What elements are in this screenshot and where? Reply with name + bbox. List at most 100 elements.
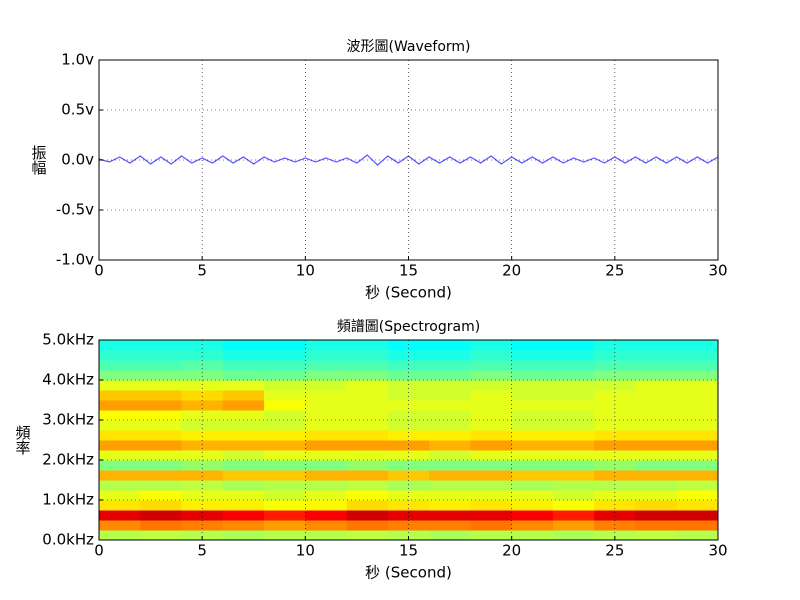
heatmap-cell: [264, 470, 306, 481]
heatmap-cell: [346, 480, 389, 491]
heatmap-cell: [552, 390, 595, 401]
heatmap-cell: [387, 430, 430, 441]
heatmap-cell: [429, 470, 471, 481]
heatmap-cell: [264, 360, 306, 371]
heatmap-cell: [346, 350, 389, 361]
heatmap-cell: [387, 350, 430, 361]
heatmap-cell: [594, 360, 636, 371]
heatmap-cell: [470, 520, 513, 531]
x-tick-label: 20: [502, 262, 521, 280]
heatmap-cell: [511, 370, 554, 381]
heatmap-cell: [181, 390, 224, 401]
heatmap-cell: [470, 370, 513, 381]
heatmap-cell: [264, 370, 306, 381]
y-tick-label: 5.0kHz: [42, 331, 94, 349]
heatmap-cell: [511, 410, 554, 421]
heatmap-cell: [305, 530, 348, 541]
heatmap-cell: [594, 470, 636, 481]
heatmap-cell: [552, 370, 595, 381]
heatmap-cell: [387, 450, 430, 461]
heatmap-cell: [429, 370, 471, 381]
heatmap-cell: [676, 370, 719, 381]
x-tick-label: 10: [296, 542, 315, 560]
y-tick-label: 1.0kHz: [42, 491, 94, 509]
heatmap-cell: [511, 460, 554, 471]
heatmap-cell: [552, 430, 595, 441]
heatmap-cell: [99, 530, 141, 541]
heatmap-cell: [511, 340, 554, 351]
heatmap-cell: [264, 460, 306, 471]
heatmap-cell: [676, 500, 719, 511]
x-axis-label: 秒 (Second): [365, 564, 452, 582]
heatmap-cell: [470, 390, 513, 401]
heatmap-cell: [635, 420, 678, 431]
heatmap-cell: [676, 420, 719, 431]
heatmap-cell: [676, 510, 719, 521]
heatmap-cell: [222, 430, 265, 441]
heatmap-cell: [429, 410, 471, 421]
heatmap-cell: [429, 400, 471, 411]
heatmap-cell: [264, 390, 306, 401]
heatmap-cell: [222, 420, 265, 431]
heatmap-cell: [635, 470, 678, 481]
heatmap-cell: [264, 520, 306, 531]
heatmap-cell: [552, 440, 595, 451]
heatmap-cell: [346, 440, 389, 451]
y-tick-label: 0.5v: [61, 101, 94, 119]
heatmap-cell: [305, 470, 348, 481]
heatmap-cell: [676, 400, 719, 411]
heatmap-cell: [429, 480, 471, 491]
heatmap-cell: [305, 360, 348, 371]
heatmap-cell: [635, 390, 678, 401]
heatmap-cell: [594, 430, 636, 441]
heatmap-cell: [552, 450, 595, 461]
heatmap-cell: [552, 350, 595, 361]
heatmap-cell: [635, 410, 678, 421]
heatmap-cell: [635, 490, 678, 501]
heatmap-cell: [635, 360, 678, 371]
heatmap-cell: [676, 360, 719, 371]
heatmap-cell: [470, 340, 513, 351]
heatmap-cell: [99, 390, 141, 401]
heatmap-cell: [511, 520, 554, 531]
heatmap-cell: [470, 400, 513, 411]
heatmap-cell: [511, 390, 554, 401]
heatmap-cell: [181, 430, 224, 441]
heatmap-cell: [552, 360, 595, 371]
heatmap-cell: [305, 460, 348, 471]
heatmap-cell: [181, 520, 224, 531]
heatmap-cell: [635, 510, 678, 521]
heatmap-cell: [140, 510, 183, 521]
heatmap-cell: [346, 430, 389, 441]
heatmap-cell: [511, 440, 554, 451]
heatmap-cell: [635, 460, 678, 471]
heatmap-cell: [346, 450, 389, 461]
heatmap-cell: [99, 380, 141, 391]
y-tick-label: 2.0kHz: [42, 451, 94, 469]
heatmap-cell: [181, 400, 224, 411]
heatmap-cell: [99, 470, 141, 481]
heatmap-cell: [181, 460, 224, 471]
heatmap-cell: [222, 440, 265, 451]
heatmap-cell: [99, 520, 141, 531]
heatmap-cell: [470, 500, 513, 511]
heatmap-cell: [140, 380, 183, 391]
heatmap-cell: [387, 520, 430, 531]
heatmap-cell: [346, 380, 389, 391]
heatmap-cell: [99, 400, 141, 411]
heatmap-cell: [181, 340, 224, 351]
heatmap-cell: [552, 490, 595, 501]
heatmap-cell: [346, 400, 389, 411]
heatmap-cell: [594, 380, 636, 391]
chart-title: 波形圖(Waveform): [347, 39, 471, 55]
heatmap-cell: [181, 490, 224, 501]
x-tick-label: 5: [197, 262, 207, 280]
heatmap-cell: [346, 410, 389, 421]
heatmap-cell: [470, 490, 513, 501]
heatmap-cell: [594, 350, 636, 361]
heatmap-cell: [511, 490, 554, 501]
heatmap-cell: [181, 440, 224, 451]
heatmap-cell: [429, 380, 471, 391]
heatmap-cell: [99, 370, 141, 381]
heatmap-cell: [470, 480, 513, 491]
